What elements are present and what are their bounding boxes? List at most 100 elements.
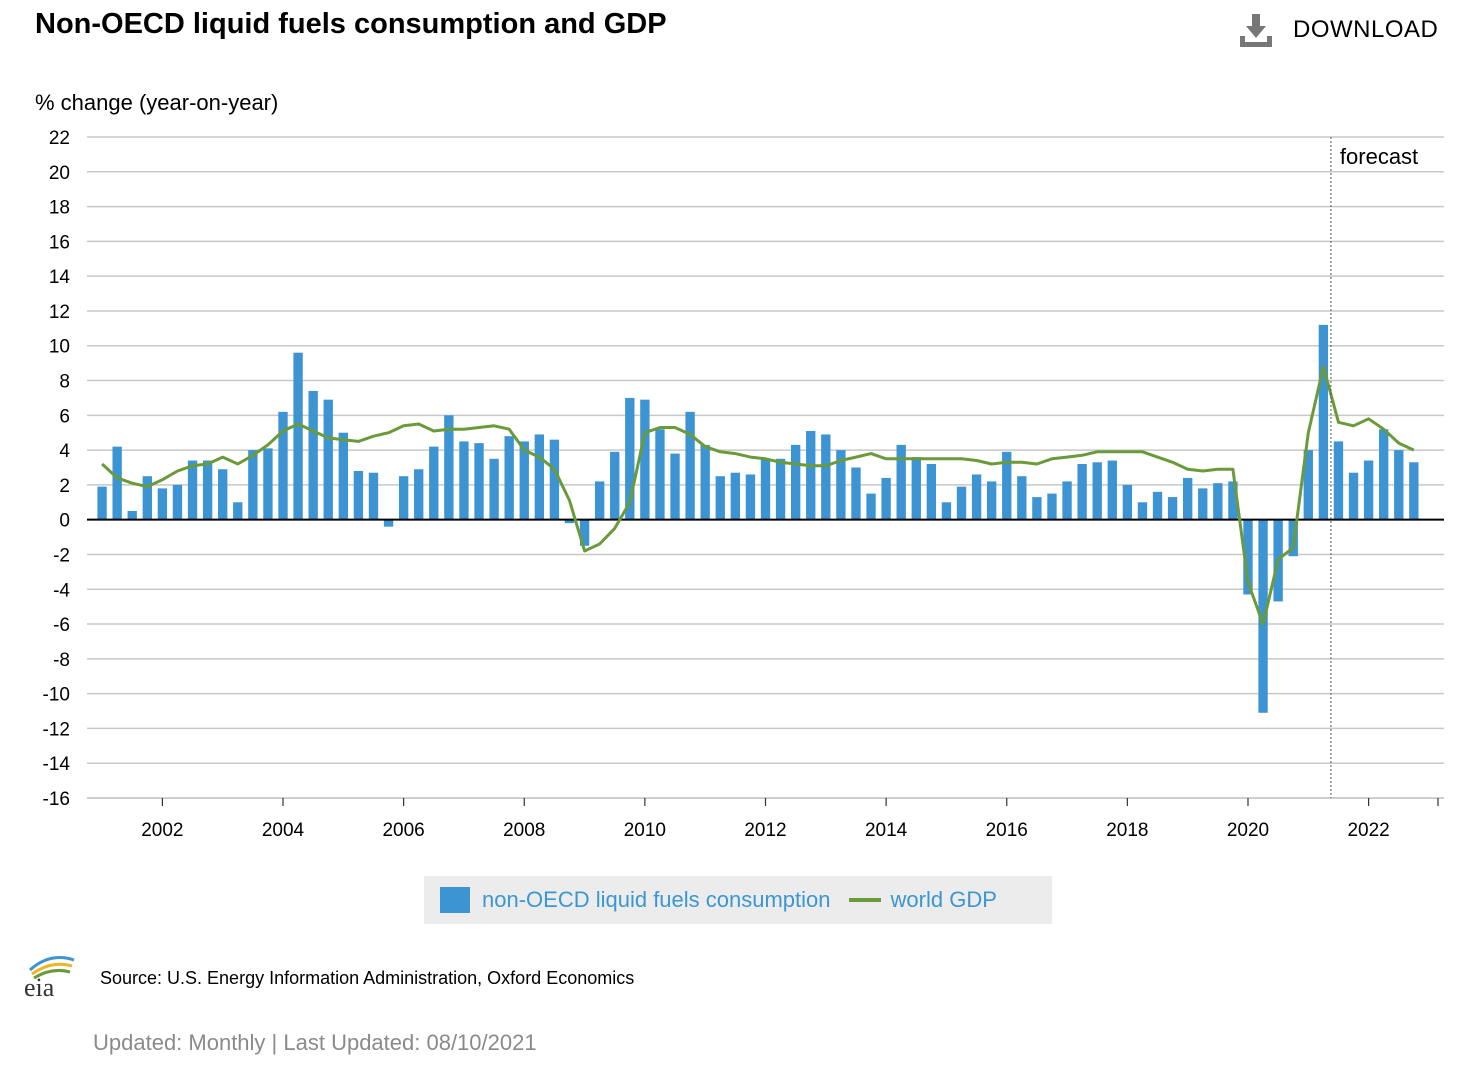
y-tick-label: 8 [59, 372, 70, 393]
y-tick-label: 0 [59, 511, 70, 532]
download-icon [1240, 14, 1272, 47]
bar-consumption [1092, 462, 1102, 520]
x-tick-label: 2014 [865, 820, 908, 841]
bar-consumption [1017, 476, 1027, 520]
y-tick-label: -4 [53, 580, 70, 601]
bar-consumption [851, 467, 861, 520]
bar-consumption [1107, 460, 1117, 520]
y-tick-label: 22 [49, 128, 70, 149]
bar-consumption [564, 519, 575, 524]
bar-consumption [790, 444, 801, 520]
eia-logo-text: eia [24, 973, 55, 1000]
bar-consumption [866, 493, 876, 520]
download-label: DOWNLOAD [1293, 16, 1439, 43]
bar-consumption [670, 453, 680, 520]
bar-consumption [1032, 497, 1042, 520]
forecast-label: forecast [1340, 144, 1418, 169]
bar-consumption [1062, 481, 1072, 520]
bar-consumption [986, 481, 997, 520]
x-tick-label: 2020 [1227, 820, 1269, 841]
download-button[interactable]: DOWNLOAD [1238, 12, 1438, 48]
bar-consumption [398, 476, 409, 520]
bar-consumption [323, 399, 333, 520]
bar-consumption [142, 476, 152, 520]
bar-consumption [549, 439, 560, 520]
bar-consumption [1333, 441, 1344, 520]
y-tick-label: -6 [53, 615, 70, 636]
bar-consumption [881, 477, 891, 520]
bar-consumption [1077, 464, 1087, 520]
bar-consumption [1379, 429, 1389, 520]
y-tick-label: 12 [49, 302, 70, 323]
x-tick-label: 2016 [986, 820, 1028, 841]
legend-line-swatch [848, 898, 881, 902]
bar-consumption [1002, 451, 1012, 520]
bar-consumption [278, 411, 288, 520]
y-tick-label: 10 [49, 337, 70, 358]
y-axis-label: % change (year-on-year) [35, 90, 279, 115]
legend-label-consumption: non-OECD liquid fuels consumption [482, 887, 831, 912]
x-tick-label: 2008 [503, 820, 545, 841]
bar-consumption [414, 469, 424, 520]
y-tick-label: 4 [59, 441, 70, 462]
x-tick-label: 2010 [624, 820, 666, 841]
bar-consumption [308, 390, 318, 520]
bar-consumption [1258, 519, 1268, 713]
bar-consumption [157, 488, 168, 520]
x-tick-label: 2018 [1106, 820, 1148, 841]
bar-consumption [745, 474, 756, 520]
x-tick-label: 2002 [141, 820, 183, 841]
y-tick-label: -8 [53, 650, 70, 671]
x-tick-label: 2004 [262, 820, 305, 841]
bar-consumption [1137, 502, 1148, 520]
legend: non-OECD liquid fuels consumption world … [424, 876, 1052, 924]
bar-consumption [896, 444, 906, 520]
bar-consumption [579, 519, 590, 546]
bar-consumption [127, 510, 137, 520]
bar-consumption [1047, 493, 1057, 520]
bar-consumption [353, 470, 364, 520]
eia-logo: eia [24, 956, 75, 1000]
bar-consumption [1394, 450, 1404, 520]
bar-consumption [218, 469, 228, 520]
bar-consumption [202, 460, 213, 520]
updated-text: Updated: Monthly | Last Updated: 08/10/2… [93, 1030, 537, 1055]
source-text: Source: U.S. Energy Information Administ… [100, 968, 635, 988]
bar-consumption [594, 481, 605, 520]
bar-consumption [1167, 497, 1178, 520]
bar-consumption [655, 429, 665, 520]
bar-consumption [971, 474, 982, 520]
y-tick-label: 2 [59, 476, 70, 497]
bar-consumption [1198, 488, 1208, 520]
bar-consumption [1318, 324, 1329, 520]
bar-consumption [956, 486, 967, 520]
bar-consumption [444, 415, 454, 520]
bar-consumption [368, 472, 379, 520]
bar-consumption [1122, 484, 1133, 520]
y-tick-label: 6 [59, 406, 70, 427]
bar-consumption [1152, 491, 1163, 520]
x-tick-label: 2006 [382, 820, 424, 841]
x-tick-label: 2022 [1347, 820, 1389, 841]
bar-consumption [911, 457, 921, 520]
legend-bar-swatch [440, 887, 470, 913]
y-tick-label: -14 [43, 754, 71, 775]
bar-consumption [775, 458, 786, 520]
bar-consumption [459, 441, 469, 520]
bar-consumption [1409, 462, 1419, 520]
y-tick-label: -2 [53, 545, 70, 566]
chart-area: 2220181614121086420-2-4-6-8-10-12-14-162… [43, 128, 1444, 841]
bar-consumption [640, 399, 650, 520]
legend-label-gdp: world GDP [890, 887, 997, 912]
y-tick-label: -12 [43, 719, 70, 740]
bar-consumption [429, 446, 439, 520]
bar-consumption [1213, 483, 1223, 520]
x-tick-label: 2012 [744, 820, 786, 841]
bar-consumption [338, 432, 348, 520]
bar-consumption [1243, 519, 1253, 595]
y-tick-label: 16 [49, 232, 70, 253]
legend-item-gdp[interactable]: world GDP [831, 887, 997, 913]
legend-item-consumption[interactable]: non-OECD liquid fuels consumption [424, 887, 831, 913]
bar-consumption [715, 476, 725, 520]
bar-consumption [172, 484, 183, 520]
